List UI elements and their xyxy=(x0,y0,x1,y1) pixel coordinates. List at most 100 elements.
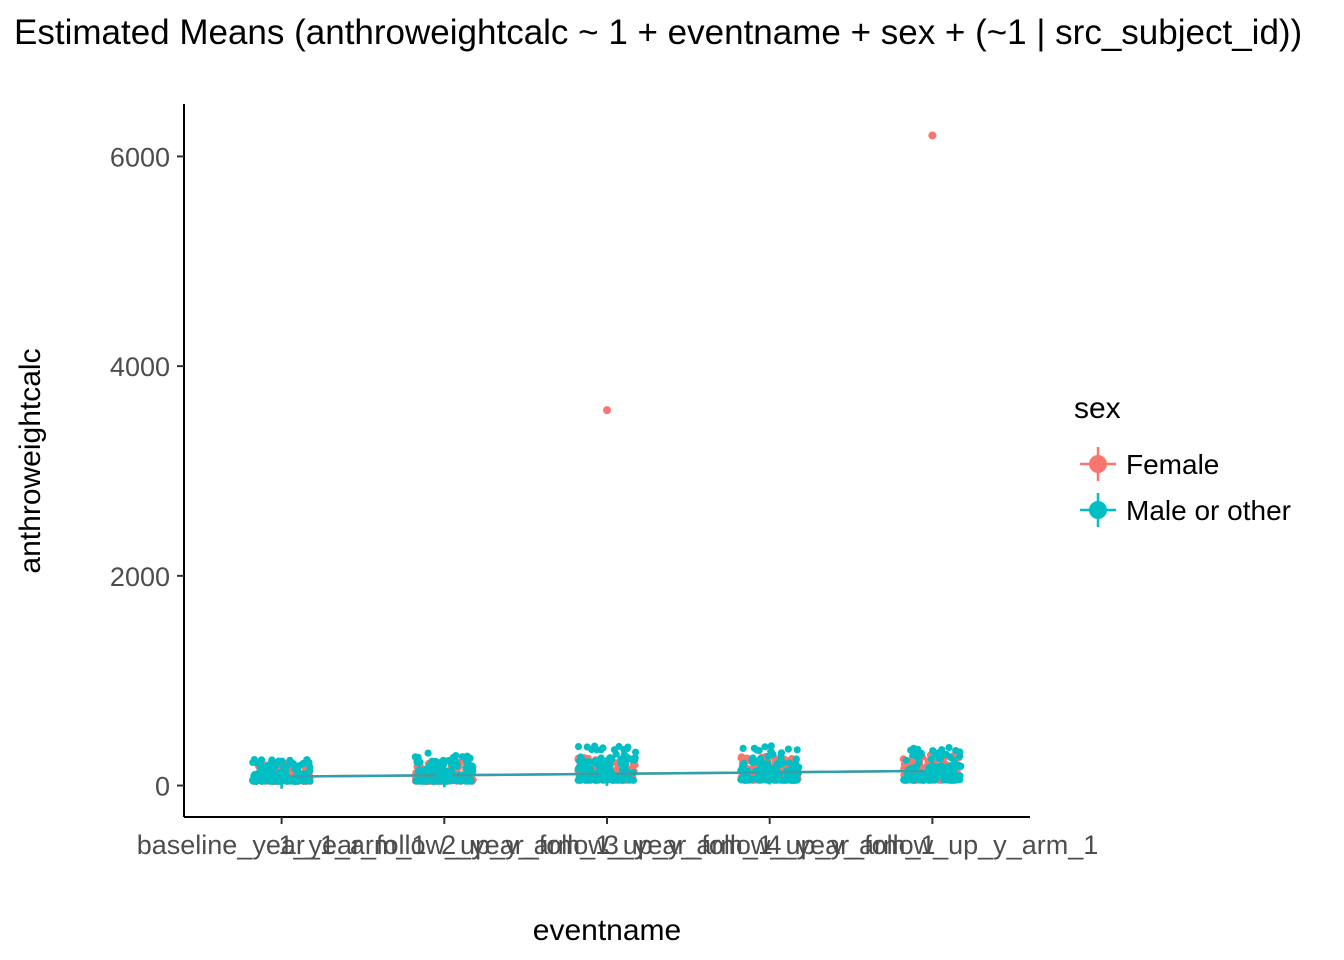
raw-point xyxy=(467,777,475,785)
raw-point xyxy=(452,752,460,760)
raw-point xyxy=(628,755,637,763)
raw-point xyxy=(902,756,910,764)
outlier-point xyxy=(603,406,611,415)
raw-point xyxy=(625,774,634,783)
raw-point xyxy=(777,752,785,760)
legend-label: Female xyxy=(1126,449,1219,480)
mean-point xyxy=(273,768,290,785)
mean-point xyxy=(436,767,453,784)
raw-point xyxy=(294,777,302,785)
raw-point xyxy=(779,759,787,767)
raw-point xyxy=(754,774,762,782)
x-axis-ticks: baseline_year_1_arm_11_year_follow_up_y_… xyxy=(137,817,1098,860)
raw-point xyxy=(617,760,625,768)
raw-point xyxy=(416,766,424,774)
mean-point xyxy=(924,762,941,779)
raw-point xyxy=(764,752,772,761)
raw-point xyxy=(741,776,749,784)
raw-point xyxy=(792,762,800,771)
y-tick-label: 6000 xyxy=(110,142,170,172)
raw-point xyxy=(620,746,628,754)
raw-point xyxy=(444,757,453,765)
raw-point xyxy=(414,758,422,767)
raw-point xyxy=(910,772,918,780)
raw-point xyxy=(931,750,940,758)
raw-point xyxy=(305,758,313,767)
raw-point xyxy=(748,756,756,765)
legend-label: Male or other xyxy=(1126,495,1291,526)
raw-point xyxy=(914,745,922,753)
raw-point xyxy=(452,776,461,784)
raw-point xyxy=(739,744,747,753)
raw-point xyxy=(252,759,260,767)
y-tick-label: 2000 xyxy=(110,562,170,592)
raw-point xyxy=(767,742,775,750)
raw-point xyxy=(914,753,922,762)
raw-point xyxy=(937,750,945,758)
legend-title: sex xyxy=(1074,392,1121,425)
raw-points xyxy=(249,131,965,785)
raw-point xyxy=(302,777,310,785)
raw-point xyxy=(577,755,585,763)
legend: sex Female Male or other xyxy=(1074,392,1291,527)
raw-point xyxy=(606,754,614,762)
raw-point xyxy=(266,777,274,785)
raw-point xyxy=(469,766,477,774)
raw-point xyxy=(596,761,604,769)
raw-point xyxy=(954,773,962,781)
raw-point xyxy=(915,759,923,767)
raw-point xyxy=(582,776,590,784)
y-axis-ticks: 0 2000 4000 6000 xyxy=(110,142,184,802)
raw-point xyxy=(588,745,596,754)
raw-point xyxy=(900,776,908,784)
raw-point xyxy=(257,765,265,773)
raw-point xyxy=(793,746,801,754)
raw-point xyxy=(299,759,307,768)
legend-key-point xyxy=(1089,501,1107,519)
raw-point xyxy=(278,757,286,765)
x-tick-label: 4_year_follow_up_y_arm_1 xyxy=(767,830,1099,860)
raw-point xyxy=(574,765,582,773)
raw-point xyxy=(956,748,964,756)
raw-point xyxy=(756,755,765,763)
raw-point xyxy=(612,750,620,758)
raw-point xyxy=(916,774,924,782)
raw-point xyxy=(430,776,438,784)
raw-point xyxy=(946,762,954,770)
y-tick-label: 0 xyxy=(155,772,170,802)
raw-point xyxy=(583,762,592,770)
legend-key-point xyxy=(1089,455,1107,473)
raw-point xyxy=(594,776,602,784)
x-axis-label: eventname xyxy=(533,914,681,947)
x-tick-label: baseline_year_1_arm_1 xyxy=(137,830,427,860)
raw-point xyxy=(431,757,440,765)
raw-point xyxy=(950,757,958,765)
raw-point xyxy=(463,752,471,760)
raw-point xyxy=(785,759,794,767)
raw-point xyxy=(617,776,625,784)
raw-point xyxy=(753,746,761,754)
raw-point xyxy=(575,776,583,784)
estimated-means xyxy=(273,758,941,789)
raw-point xyxy=(784,745,793,753)
raw-point xyxy=(259,777,267,785)
raw-point xyxy=(426,766,434,774)
raw-point xyxy=(294,768,303,777)
raw-point xyxy=(599,744,607,752)
raw-point xyxy=(574,743,583,751)
x-tick-label: 1_year_follow_up_y_arm_1 xyxy=(278,830,610,860)
raw-point xyxy=(792,776,800,784)
raw-point xyxy=(286,756,294,764)
raw-point xyxy=(940,763,948,771)
raw-point xyxy=(464,759,472,767)
raw-point xyxy=(761,743,769,751)
legend-entries: Female Male or other xyxy=(1080,447,1291,527)
raw-point xyxy=(632,748,640,756)
y-axis-label: anthroweightcalc xyxy=(14,348,47,573)
raw-point xyxy=(740,759,748,768)
x-tick-label: 2_year_follow_up_y_arm_1 xyxy=(441,830,773,860)
mean-point xyxy=(761,764,778,781)
raw-point xyxy=(270,761,278,769)
x-tick-label: 3_year_follow_up_y_arm_1 xyxy=(604,830,936,860)
